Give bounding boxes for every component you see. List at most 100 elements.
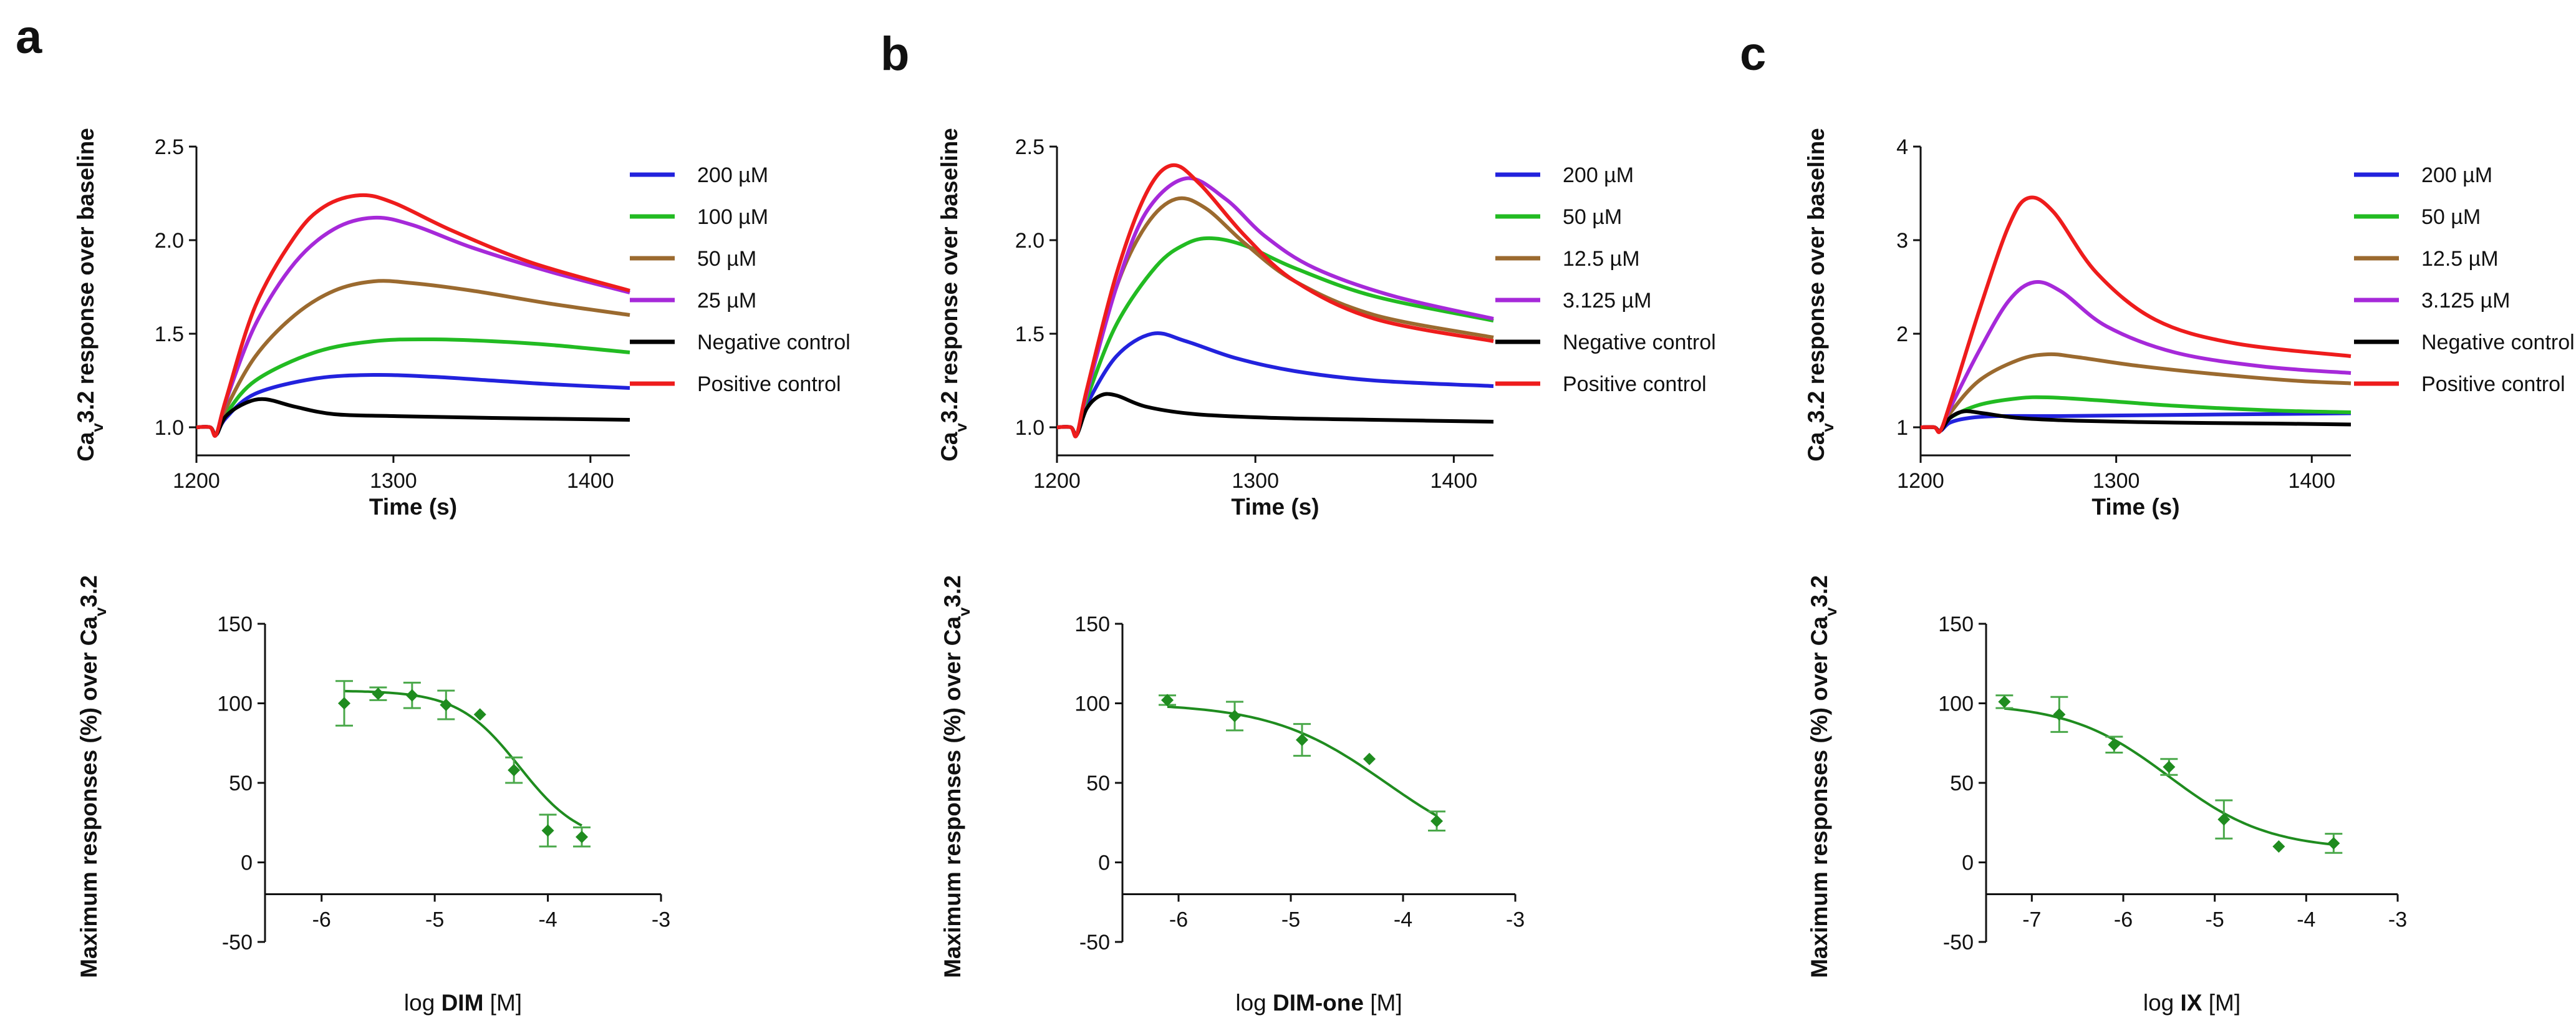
x-tick-label: -4 bbox=[538, 908, 557, 932]
y-tick-label: 2 bbox=[1896, 323, 1908, 346]
panel-label-b: b bbox=[880, 27, 909, 80]
y-tick-label: 50 bbox=[229, 772, 253, 795]
data-point bbox=[405, 689, 418, 702]
y-tick-label: 100 bbox=[1074, 692, 1110, 716]
y-tick-label: 1.0 bbox=[155, 416, 184, 440]
x-tick-label: 1400 bbox=[2288, 469, 2335, 493]
y-tick-label: 150 bbox=[1938, 613, 1974, 636]
panel-label-a: a bbox=[16, 11, 42, 64]
y-tick-label: -50 bbox=[222, 931, 253, 954]
legend-label: 12.5 µM bbox=[1563, 247, 1640, 271]
x-axis-title: log IX [M] bbox=[2143, 990, 2241, 1016]
legend-label: 200 µM bbox=[697, 163, 768, 187]
panel-label-c: c bbox=[1740, 27, 1766, 80]
legend-label: 3.125 µM bbox=[1563, 289, 1651, 313]
data-point bbox=[1161, 694, 1174, 707]
data-point bbox=[576, 830, 588, 843]
series-line-4 bbox=[1056, 392, 1494, 438]
chart-c-top: 1 2 3 4 1200 1300 1400 Time (s) Cav3.2 response … bbox=[1803, 128, 2575, 520]
y-tick-label: 4 bbox=[1896, 135, 1908, 159]
x-axis-title: log DIM-one [M] bbox=[1235, 990, 1402, 1016]
data-point bbox=[2327, 837, 2340, 850]
legend-label: 200 µM bbox=[2421, 163, 2492, 187]
y-tick-label: 1.0 bbox=[1015, 416, 1044, 440]
data-point bbox=[440, 699, 453, 712]
x-tick-label: 1200 bbox=[173, 469, 220, 493]
x-tick-label: 1300 bbox=[1232, 469, 1279, 493]
y-tick-label: 100 bbox=[217, 692, 253, 716]
y-tick-label: 2.0 bbox=[1015, 229, 1044, 253]
y-axis-title: Maximum responses (%) over Cav3.2 bbox=[76, 575, 110, 978]
x-tick-label: 1300 bbox=[370, 469, 417, 493]
data-point bbox=[1430, 815, 1443, 828]
chart-a-bottom: -50 0 50 100 150 -6 -5 -4 -3 log DIM [M] Maximum r… bbox=[76, 575, 670, 1016]
x-tick-label: -4 bbox=[1394, 908, 1412, 932]
fit-curve bbox=[344, 689, 582, 827]
y-tick-label: 2.5 bbox=[155, 135, 184, 159]
y-tick-label: 0 bbox=[1098, 851, 1110, 875]
chart-b-top: 1.0 1.5 2.0 2.5 1200 1300 1400 Time (s) Cav3.2 r… bbox=[937, 128, 1716, 520]
x-tick-label: -4 bbox=[2297, 908, 2315, 932]
data-point bbox=[541, 824, 554, 837]
legend-label: 50 µM bbox=[1563, 205, 1622, 229]
x-tick-label: -7 bbox=[2022, 908, 2041, 932]
x-tick-label: -5 bbox=[425, 908, 444, 932]
y-tick-label: 50 bbox=[1086, 772, 1110, 795]
y-tick-label: -50 bbox=[1943, 931, 1974, 954]
data-point bbox=[372, 687, 385, 701]
data-point bbox=[2053, 708, 2066, 721]
series-line-5 bbox=[1920, 195, 2352, 434]
y-tick-label: 1.5 bbox=[155, 323, 184, 346]
y-tick-label: 3 bbox=[1896, 229, 1908, 253]
y-tick-label: 0 bbox=[1962, 851, 1974, 875]
data-point bbox=[2108, 738, 2121, 751]
legend-label: Negative control bbox=[697, 331, 851, 354]
x-tick-label: 1200 bbox=[1033, 469, 1081, 493]
legend-label: Positive control bbox=[2421, 372, 2565, 396]
x-axis-title: Time (s) bbox=[369, 494, 457, 520]
series-line-4 bbox=[196, 397, 630, 437]
x-tick-label: -6 bbox=[312, 908, 331, 932]
x-tick-label: -3 bbox=[652, 908, 670, 932]
legend-label: Positive control bbox=[697, 372, 841, 396]
data-point bbox=[1998, 695, 2011, 708]
y-axis-title: Maximum responses (%) over Cav3.2 bbox=[1807, 575, 1840, 978]
series-line-0 bbox=[196, 372, 630, 437]
legend-label: 100 µM bbox=[697, 205, 768, 229]
x-tick-label: -3 bbox=[2388, 908, 2407, 932]
x-axis-title: Time (s) bbox=[1231, 494, 1319, 520]
legend-label: 50 µM bbox=[697, 247, 756, 271]
data-point bbox=[508, 764, 521, 777]
legend-label: 25 µM bbox=[697, 289, 756, 313]
x-axis-title: Time (s) bbox=[2091, 494, 2179, 520]
data-point bbox=[1228, 709, 1241, 722]
chart-a-top: 1.0 1.5 2.0 2.5 1200 1300 1400 Time (s) Cav3.2 r… bbox=[73, 128, 851, 520]
series-line-5 bbox=[196, 193, 630, 438]
series-line-5 bbox=[1056, 163, 1494, 439]
y-tick-label: 50 bbox=[1950, 772, 1974, 795]
series-line-3 bbox=[196, 215, 630, 438]
data-point bbox=[1296, 734, 1308, 747]
y-tick-label: 150 bbox=[1074, 613, 1110, 636]
y-tick-label: 1 bbox=[1896, 416, 1908, 440]
data-point bbox=[1363, 752, 1376, 765]
x-tick-label: 1400 bbox=[567, 469, 614, 493]
x-axis-title: log DIM [M] bbox=[404, 990, 522, 1016]
y-tick-label: 100 bbox=[1938, 692, 1974, 716]
fit-curve bbox=[2004, 707, 2334, 846]
y-axis-title: Cav3.2 response over baseline bbox=[73, 128, 107, 462]
x-tick-label: -5 bbox=[1281, 908, 1300, 932]
legend-label: 3.125 µM bbox=[2421, 289, 2510, 313]
y-tick-label: 2.0 bbox=[155, 229, 184, 253]
y-axis-title: Maximum responses (%) over Cav3.2 bbox=[940, 575, 973, 978]
legend-label: Negative control bbox=[1563, 331, 1716, 354]
data-point bbox=[473, 708, 486, 721]
y-tick-label: 150 bbox=[217, 613, 253, 636]
y-tick-label: -50 bbox=[1079, 931, 1110, 954]
series-line-2 bbox=[1920, 352, 2352, 434]
x-tick-label: 1200 bbox=[1897, 469, 1944, 493]
x-tick-label: -3 bbox=[1506, 908, 1525, 932]
data-point bbox=[338, 697, 350, 710]
